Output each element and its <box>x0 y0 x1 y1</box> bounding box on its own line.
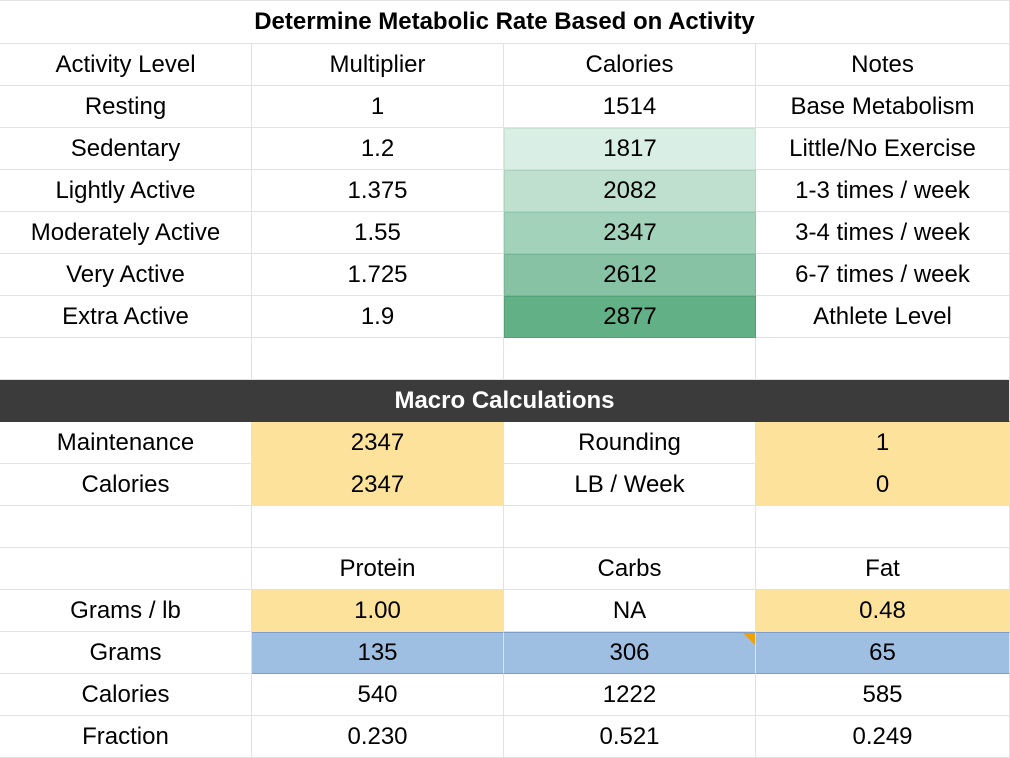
notes-cell[interactable]: 1-3 times / week <box>756 170 1010 212</box>
notes-cell[interactable]: 3-4 times / week <box>756 212 1010 254</box>
multiplier-cell[interactable]: 1.725 <box>252 254 504 296</box>
notes-cell[interactable]: Base Metabolism <box>756 86 1010 128</box>
header-calories[interactable]: Calories <box>504 44 756 86</box>
protein-calories[interactable]: 540 <box>252 674 504 716</box>
protein-grams-per-lb[interactable]: 1.00 <box>252 590 504 632</box>
lb-per-week-label[interactable]: LB / Week <box>504 464 756 506</box>
fat-grams-per-lb[interactable]: 0.48 <box>756 590 1010 632</box>
empty-cell[interactable] <box>504 338 756 380</box>
calories-cell[interactable]: 2082 <box>504 170 756 212</box>
multiplier-cell[interactable]: 1.9 <box>252 296 504 338</box>
protein-fraction[interactable]: 0.230 <box>252 716 504 758</box>
carbs-calories[interactable]: 1222 <box>504 674 756 716</box>
cell-note-flag-icon[interactable] <box>743 633 755 645</box>
grams-label[interactable]: Grams <box>0 632 252 674</box>
multiplier-cell[interactable]: 1.2 <box>252 128 504 170</box>
empty-cell[interactable] <box>504 506 756 548</box>
calories-cell[interactable]: 1514 <box>504 86 756 128</box>
header-carbs[interactable]: Carbs <box>504 548 756 590</box>
activity-level-cell[interactable]: Resting <box>0 86 252 128</box>
maintenance-value[interactable]: 2347 <box>252 422 504 464</box>
activity-level-cell[interactable]: Very Active <box>0 254 252 296</box>
calories-cell[interactable]: 2877 <box>504 296 756 338</box>
fat-grams[interactable]: 65 <box>756 632 1010 674</box>
multiplier-cell[interactable]: 1 <box>252 86 504 128</box>
carbs-fraction[interactable]: 0.521 <box>504 716 756 758</box>
macro-calories-label[interactable]: Calories <box>0 674 252 716</box>
protein-grams[interactable]: 135 <box>252 632 504 674</box>
carbs-grams-per-lb[interactable]: NA <box>504 590 756 632</box>
calories-cell[interactable]: 2612 <box>504 254 756 296</box>
fat-fraction[interactable]: 0.249 <box>756 716 1010 758</box>
calories-value[interactable]: 2347 <box>252 464 504 506</box>
empty-cell[interactable] <box>0 338 252 380</box>
activity-level-cell[interactable]: Sedentary <box>0 128 252 170</box>
activity-level-cell[interactable]: Extra Active <box>0 296 252 338</box>
empty-cell[interactable] <box>0 548 252 590</box>
header-protein[interactable]: Protein <box>252 548 504 590</box>
section-title-metabolic[interactable]: Determine Metabolic Rate Based on Activi… <box>0 0 1010 44</box>
grams-per-lb-label[interactable]: Grams / lb <box>0 590 252 632</box>
rounding-value[interactable]: 1 <box>756 422 1010 464</box>
notes-cell[interactable]: Athlete Level <box>756 296 1010 338</box>
multiplier-cell[interactable]: 1.55 <box>252 212 504 254</box>
lb-per-week-value[interactable]: 0 <box>756 464 1010 506</box>
empty-cell[interactable] <box>756 506 1010 548</box>
calories-cell[interactable]: 1817 <box>504 128 756 170</box>
rounding-label[interactable]: Rounding <box>504 422 756 464</box>
header-multiplier[interactable]: Multiplier <box>252 44 504 86</box>
section-title-macros[interactable]: Macro Calculations <box>0 380 1010 422</box>
notes-cell[interactable]: 6-7 times / week <box>756 254 1010 296</box>
empty-cell[interactable] <box>252 506 504 548</box>
header-notes[interactable]: Notes <box>756 44 1010 86</box>
activity-level-cell[interactable]: Moderately Active <box>0 212 252 254</box>
empty-cell[interactable] <box>756 338 1010 380</box>
activity-level-cell[interactable]: Lightly Active <box>0 170 252 212</box>
calories-cell[interactable]: 2347 <box>504 212 756 254</box>
notes-cell[interactable]: Little/No Exercise <box>756 128 1010 170</box>
empty-cell[interactable] <box>252 338 504 380</box>
header-activity-level[interactable]: Activity Level <box>0 44 252 86</box>
carbs-grams[interactable]: 306 <box>504 632 756 674</box>
empty-cell[interactable] <box>0 506 252 548</box>
multiplier-cell[interactable]: 1.375 <box>252 170 504 212</box>
fraction-label[interactable]: Fraction <box>0 716 252 758</box>
header-fat[interactable]: Fat <box>756 548 1010 590</box>
calories-label[interactable]: Calories <box>0 464 252 506</box>
carbs-grams-value: 306 <box>609 639 650 666</box>
fat-calories[interactable]: 585 <box>756 674 1010 716</box>
maintenance-label[interactable]: Maintenance <box>0 422 252 464</box>
